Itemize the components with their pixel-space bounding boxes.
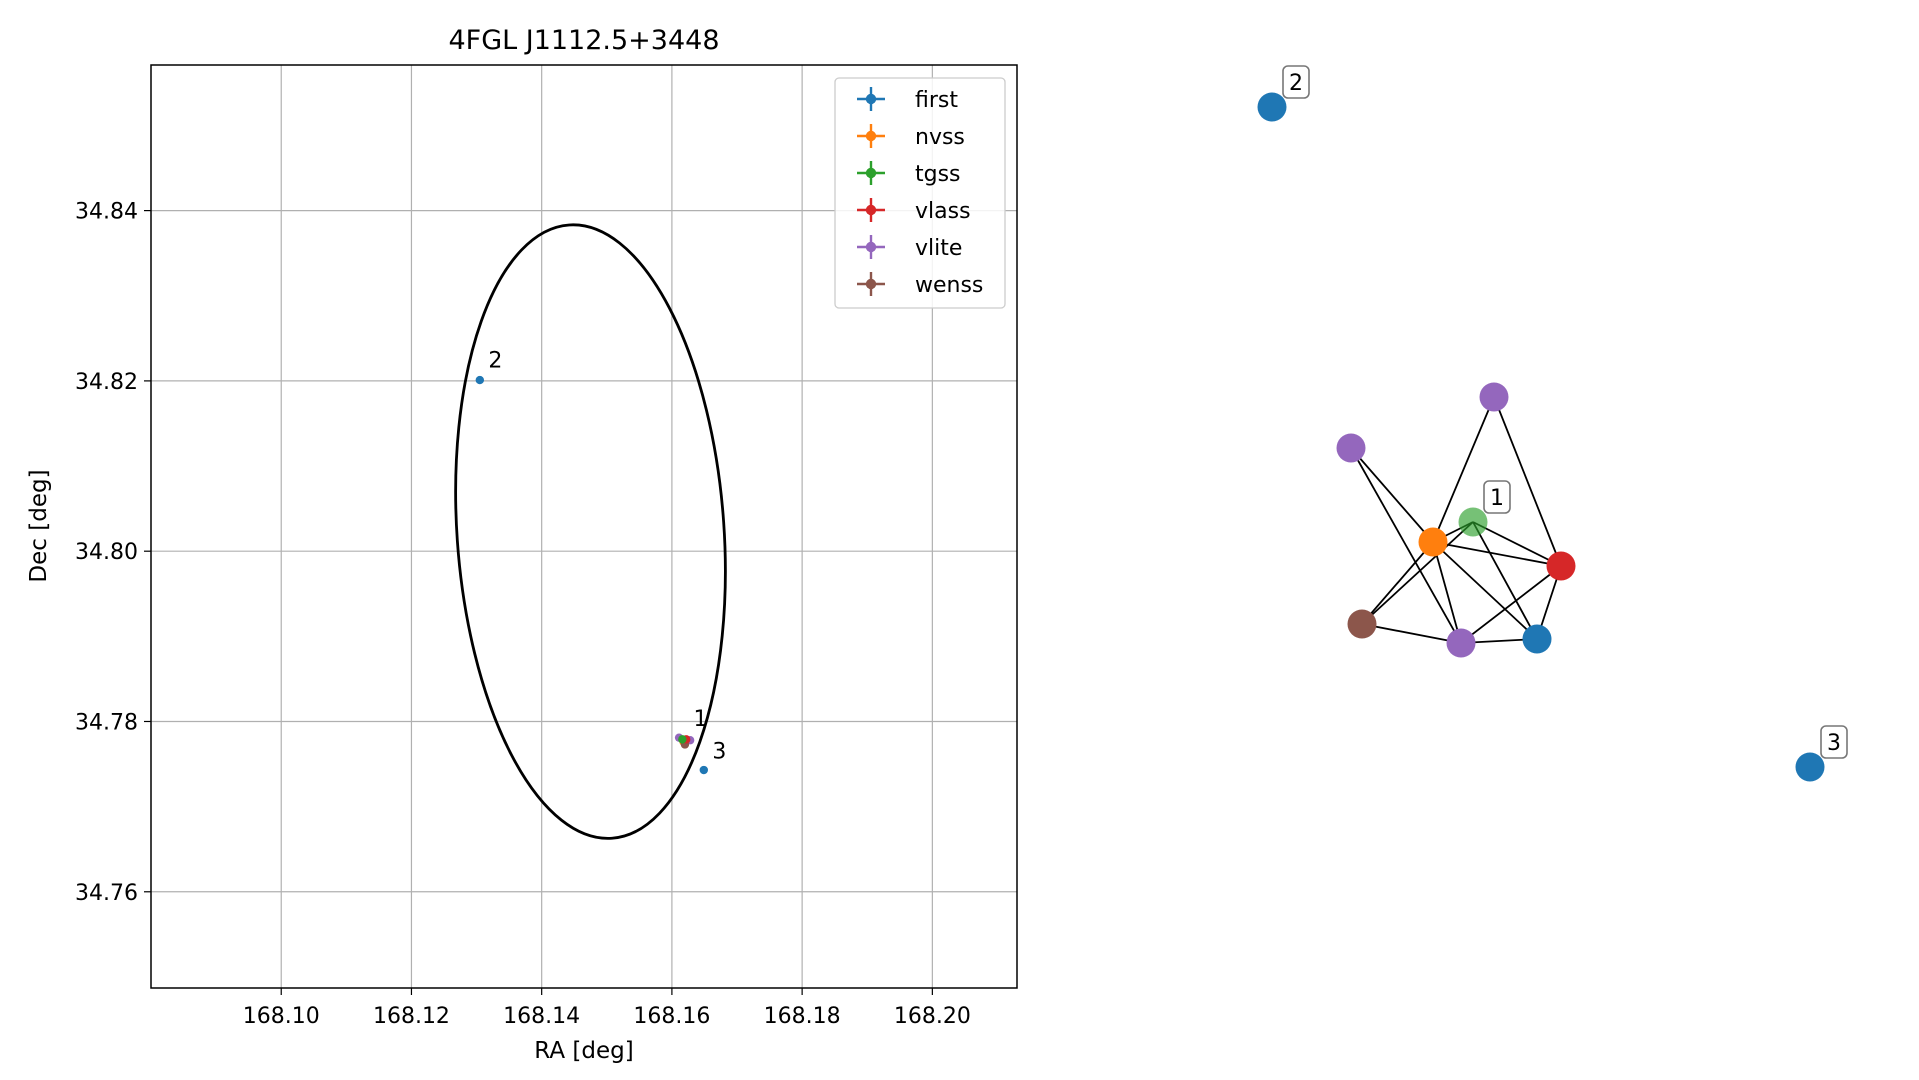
x-tick-label: 168.12 xyxy=(373,1004,450,1029)
network-edge xyxy=(1361,541,1434,625)
x-tick-label: 168.20 xyxy=(894,1004,971,1029)
x-tick-label: 168.10 xyxy=(243,1004,320,1029)
network-node-nvss xyxy=(1418,527,1448,557)
legend-entry-wenss: wenss xyxy=(857,272,983,298)
ellipse-layer xyxy=(454,223,727,840)
legend-entry-vlass: vlass xyxy=(857,198,971,224)
network-edge xyxy=(1361,521,1474,625)
x-tick-label: 168.16 xyxy=(633,1004,710,1029)
network-edge xyxy=(1472,521,1562,567)
network-node-tgss xyxy=(1458,507,1488,537)
x-tick-label: 168.18 xyxy=(764,1004,841,1029)
y-tick-label: 34.84 xyxy=(75,200,138,225)
legend-label: nvss xyxy=(915,125,965,150)
scatter-panel: 1 2 3 168.10 168.12 168.14 168.16 168.18 168.20… xyxy=(26,25,1018,1064)
annotation-layer: 1 2 3 xyxy=(488,349,726,765)
network-node-first xyxy=(1795,752,1825,782)
y-tick-label: 34.76 xyxy=(75,881,138,906)
network-panel: 2 3 1 xyxy=(1257,65,1848,782)
network-node-wenss xyxy=(1347,609,1377,639)
axes-frame xyxy=(150,64,1018,989)
svg-text:1: 1 xyxy=(1490,486,1504,511)
node-label-layer: 2 3 1 xyxy=(1282,65,1848,759)
y-tick-label: 34.80 xyxy=(75,540,138,565)
network-node-vlite xyxy=(1336,433,1366,463)
point-first xyxy=(475,375,485,385)
edge-layer xyxy=(1350,396,1562,644)
chart-title: 4FGL J1112.5+3448 xyxy=(448,25,719,56)
legend-entry-vlite: vlite xyxy=(857,235,962,261)
legend-label: vlass xyxy=(915,199,971,224)
network-edge xyxy=(1350,447,1434,543)
legend-label: tgss xyxy=(915,162,961,187)
network-edge xyxy=(1350,447,1462,644)
network-node-label: 1 xyxy=(1483,480,1511,514)
points-layer xyxy=(475,375,709,775)
network-edge xyxy=(1432,541,1562,567)
network-edge xyxy=(1432,541,1462,644)
legend-entry-nvss: nvss xyxy=(857,124,965,150)
network-edge xyxy=(1472,521,1538,640)
legend-label: first xyxy=(915,88,958,113)
network-edge xyxy=(1432,541,1538,640)
network-node-first xyxy=(1522,624,1552,654)
point-first xyxy=(699,765,709,775)
network-node-label: 2 xyxy=(1282,65,1310,99)
point-annotation: 1 xyxy=(693,707,707,732)
legend-label: wenss xyxy=(915,273,983,298)
x-ticks: 168.10 168.12 168.14 168.16 168.18 168.20 xyxy=(243,988,971,1029)
legend-entry-first: first xyxy=(857,87,958,113)
network-edge xyxy=(1432,396,1495,543)
network-node-vlite xyxy=(1446,628,1476,658)
y-ticks: 34.76 34.78 34.80 34.82 34.84 xyxy=(75,200,151,906)
legend-label: vlite xyxy=(915,236,962,261)
legend: first nvss tgss vlass vlite wenss xyxy=(834,77,1006,309)
x-axis-label: RA [deg] xyxy=(534,1038,633,1064)
point-tgss xyxy=(678,735,687,744)
svg-text:3: 3 xyxy=(1827,731,1841,756)
network-node-vlite xyxy=(1479,382,1509,412)
x-tick-label: 168.14 xyxy=(503,1004,580,1029)
y-tick-label: 34.78 xyxy=(75,710,138,735)
node-layer xyxy=(1257,92,1825,782)
network-node-label: 3 xyxy=(1820,725,1848,759)
localization-ellipse xyxy=(454,223,727,840)
network-edge xyxy=(1493,396,1562,567)
legend-entry-tgss: tgss xyxy=(857,161,961,187)
point-annotation: 2 xyxy=(488,349,502,374)
point-annotation: 3 xyxy=(712,739,726,764)
y-axis-label: Dec [deg] xyxy=(26,469,52,582)
network-edge xyxy=(1361,623,1462,644)
network-edge xyxy=(1460,565,1562,644)
network-node-vlass xyxy=(1546,551,1576,581)
y-tick-label: 34.82 xyxy=(75,370,138,395)
network-node-first xyxy=(1257,92,1287,122)
svg-text:2: 2 xyxy=(1289,71,1303,96)
